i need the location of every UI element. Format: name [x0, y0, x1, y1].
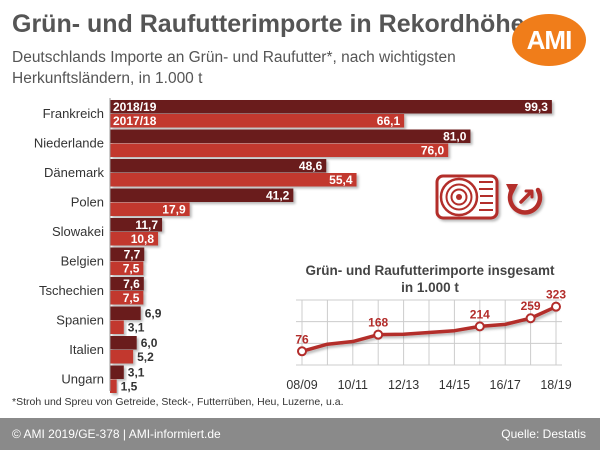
bar-2018-19 — [110, 100, 552, 114]
data-point — [297, 346, 307, 357]
bar-value-label: 7,7 — [124, 248, 141, 262]
bar-value-label: 81,0 — [443, 130, 467, 144]
bar-2017-18 — [110, 379, 117, 393]
bar-value-label: 6,9 — [145, 307, 162, 321]
data-point — [551, 301, 561, 312]
category-label: Italien — [69, 342, 104, 357]
bar-2018-19 — [110, 247, 145, 261]
footer-copyright: © AMI 2019/GE-378 | AMI-informiert.de — [12, 427, 221, 441]
bar-value-label: 17,9 — [162, 203, 186, 217]
bar-value-label: 5,2 — [137, 350, 154, 364]
bar-2018-19 — [110, 129, 471, 143]
bar-2018-19 — [110, 336, 137, 350]
category-label: Polen — [71, 195, 104, 210]
bar-value-label: 3,1 — [128, 321, 145, 335]
bar-value-label: 6,0 — [141, 336, 158, 350]
bar-value-label: 10,8 — [131, 232, 155, 246]
bar-2018-19 — [110, 218, 163, 232]
x-tick-label: 10/11 — [338, 378, 368, 392]
bar-value-label: 76,0 — [421, 144, 445, 158]
bar-2018-19 — [110, 159, 327, 173]
data-point-label: 259 — [521, 299, 541, 313]
chart-canvas: Grün- und Raufutterimporte insgesamt in … — [34, 98, 572, 394]
category-label: Dänemark — [44, 165, 104, 180]
bar-2018-19 — [110, 277, 144, 291]
category-label: Spanien — [56, 313, 104, 328]
bar-2017-18 — [110, 320, 124, 334]
footer-source: Quelle: Destatis — [501, 427, 586, 441]
data-point-label: 168 — [368, 316, 388, 330]
line-chart: 76 168 214 259 323 08/09 10/11 12/13 14/15 16/17 1… — [286, 288, 571, 392]
bar-2017-18 — [110, 232, 159, 246]
category-label: Frankreich — [43, 106, 104, 121]
bar-value-label: 48,6 — [299, 159, 323, 173]
category-label: Ungarn — [61, 372, 104, 387]
bar-2018-19 — [110, 306, 141, 320]
data-point-label: 76 — [295, 332, 309, 346]
legend-label: 2018/19 — [113, 100, 157, 114]
hay-bale-icon — [435, 174, 499, 220]
bar-value-label: 66,1 — [377, 114, 401, 128]
category-label: Niederlande — [34, 136, 104, 151]
series-line — [301, 305, 557, 353]
category-label: Slowakei — [52, 224, 104, 239]
bar-2017-18 — [110, 202, 190, 216]
data-point — [525, 313, 536, 324]
bar-2017-18 — [110, 143, 449, 157]
bar-value-label: 1,5 — [121, 380, 138, 394]
bar-chart: Frankreich 99,3 2018/19 66,1 2017/18 Niederla… — [34, 98, 552, 394]
category-label: Belgien — [61, 254, 104, 269]
data-point-label: 323 — [546, 288, 566, 302]
logo-text: AMI — [526, 24, 573, 55]
bar-value-label: 7,5 — [123, 262, 140, 276]
line-chart-title-2: in 1.000 t — [401, 280, 459, 295]
x-tick-label: 14/15 — [439, 378, 470, 392]
bar-value-label: 3,1 — [128, 366, 145, 380]
subtitle: Deutschlands Importe an Grün- und Raufut… — [12, 49, 456, 87]
category-label: Tschechien — [39, 283, 104, 298]
bar-value-label: 99,3 — [525, 100, 549, 114]
bar-2018-19 — [110, 188, 294, 202]
bar-value-label: 7,6 — [123, 277, 140, 291]
ami-logo: AMI — [512, 14, 586, 66]
x-tick-label: 16/17 — [490, 378, 521, 392]
bar-2017-18 — [110, 261, 144, 275]
data-point-label: 214 — [470, 307, 490, 321]
bar-2017-18 — [110, 114, 405, 128]
line-chart-title-1: Grün- und Raufutterimporte insgesamt — [305, 263, 555, 278]
x-tick-label: 12/13 — [388, 378, 419, 392]
legend-label: 2017/18 — [113, 114, 157, 128]
recycle-arrow-icon — [506, 184, 543, 215]
bar-value-label: 7,5 — [123, 291, 140, 305]
footer-bar: © AMI 2019/GE-378 | AMI-informiert.de Qu… — [0, 418, 600, 450]
data-point — [373, 329, 384, 340]
bar-2017-18 — [110, 173, 357, 187]
data-point — [474, 321, 485, 332]
bar-2017-18 — [110, 350, 134, 364]
bar-2018-19 — [110, 365, 124, 379]
bar-value-label: 55,4 — [329, 173, 353, 187]
x-tick-label: 18/19 — [540, 378, 571, 392]
page-title: Grün- und Raufutterimporte in Rekordhöhe — [12, 10, 525, 38]
x-tick-label: 08/09 — [286, 378, 317, 392]
bar-value-label: 41,2 — [266, 189, 290, 203]
bar-value-label: 11,7 — [135, 218, 158, 232]
bar-2017-18 — [110, 291, 144, 305]
footnote: *Stroh und Spreu von Getreide, Steck-, F… — [12, 396, 344, 408]
